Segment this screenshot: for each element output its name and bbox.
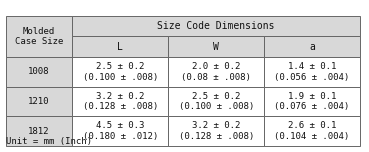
Text: Unit = mm (Inch): Unit = mm (Inch): [6, 137, 92, 146]
Bar: [72, 16, 360, 36]
Bar: [72, 87, 168, 116]
Text: 1210: 1210: [28, 97, 50, 106]
Bar: [264, 36, 360, 57]
Text: W: W: [213, 42, 219, 52]
Text: 4.5 ± 0.3
(0.180 ± .012): 4.5 ± 0.3 (0.180 ± .012): [83, 121, 158, 141]
Text: 1008: 1008: [28, 67, 50, 76]
Bar: [6, 57, 72, 87]
Text: Size Code Dimensions: Size Code Dimensions: [158, 21, 275, 31]
Text: 2.5 ± 0.2
(0.100 ± .008): 2.5 ± 0.2 (0.100 ± .008): [179, 92, 254, 111]
Text: 2.6 ± 0.1
(0.104 ± .004): 2.6 ± 0.1 (0.104 ± .004): [275, 121, 350, 141]
Bar: [168, 116, 264, 146]
Bar: [264, 116, 360, 146]
Bar: [6, 87, 72, 116]
Text: 1.4 ± 0.1
(0.056 ± .004): 1.4 ± 0.1 (0.056 ± .004): [275, 62, 350, 81]
Bar: [72, 36, 168, 57]
Bar: [264, 57, 360, 87]
Bar: [168, 87, 264, 116]
Text: 3.2 ± 0.2
(0.128 ± .008): 3.2 ± 0.2 (0.128 ± .008): [83, 92, 158, 111]
Bar: [6, 116, 72, 146]
Text: 1.9 ± 0.1
(0.076 ± .004): 1.9 ± 0.1 (0.076 ± .004): [275, 92, 350, 111]
Bar: [264, 87, 360, 116]
Text: 2.0 ± 0.2
(0.08 ± .008): 2.0 ± 0.2 (0.08 ± .008): [181, 62, 251, 81]
Bar: [168, 57, 264, 87]
Bar: [72, 116, 168, 146]
Text: Molded
Case Size: Molded Case Size: [15, 27, 63, 46]
Text: 3.2 ± 0.2
(0.128 ± .008): 3.2 ± 0.2 (0.128 ± .008): [179, 121, 254, 141]
Text: L: L: [117, 42, 123, 52]
Text: 1812: 1812: [28, 127, 50, 136]
Bar: [72, 57, 168, 87]
Bar: [6, 16, 72, 57]
Text: 2.5 ± 0.2
(0.100 ± .008): 2.5 ± 0.2 (0.100 ± .008): [83, 62, 158, 81]
Bar: [168, 36, 264, 57]
Text: a: a: [309, 42, 315, 52]
